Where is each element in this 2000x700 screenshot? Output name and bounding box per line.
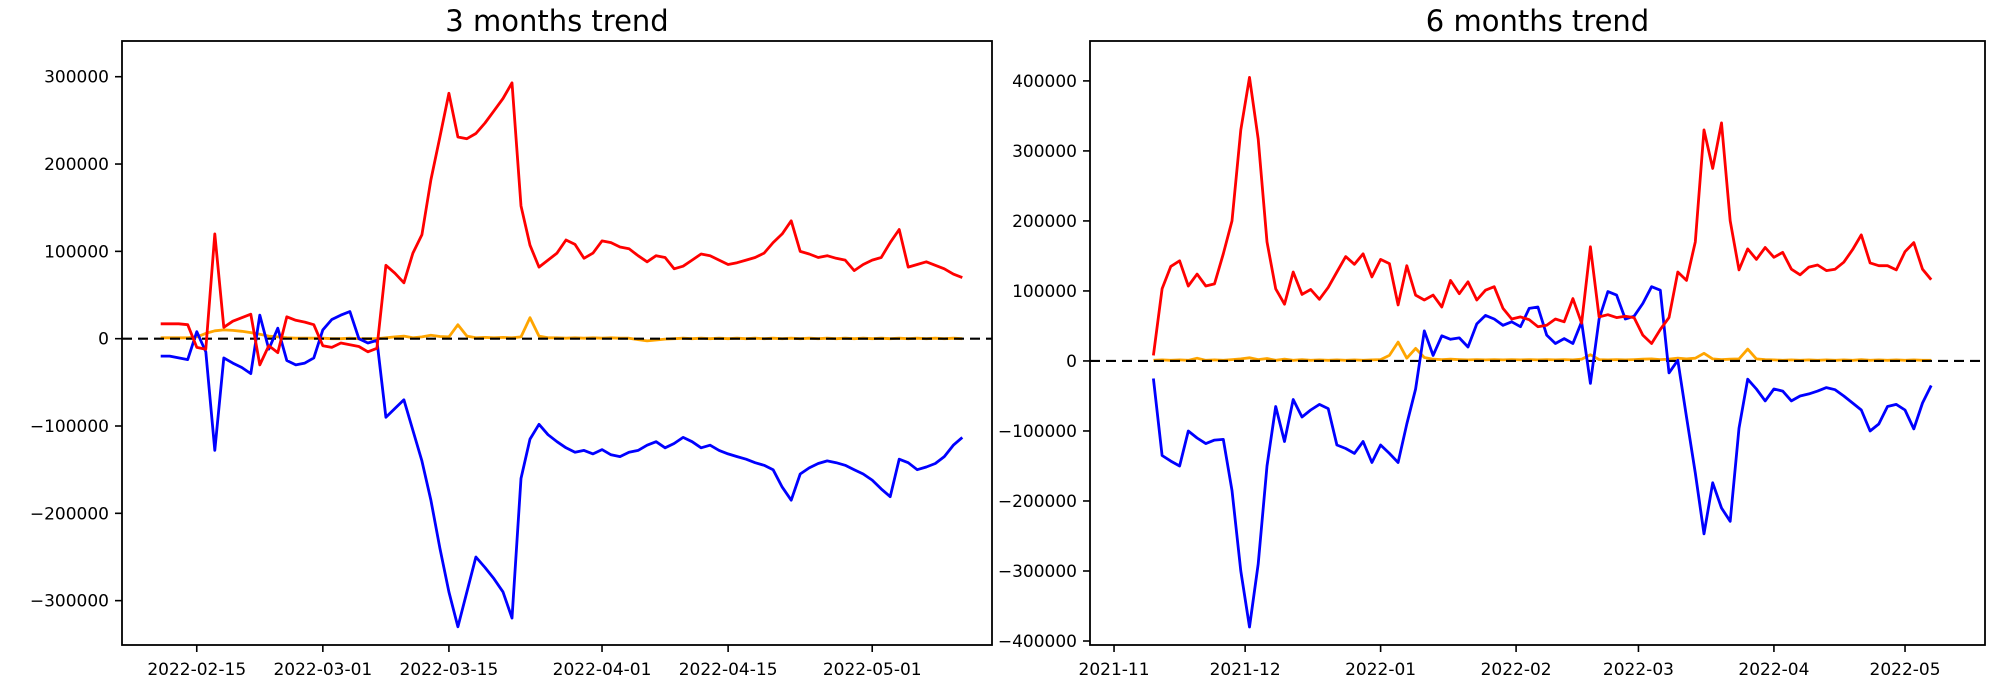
x-tick-label: 2022-03-01	[273, 660, 372, 680]
x-tick-label: 2021-11	[1079, 660, 1150, 680]
plot-border	[121, 40, 993, 646]
chart-title-6-months: 6 months trend	[1425, 4, 1650, 38]
series-line-blue	[1152, 285, 1933, 629]
x-tick-label: 2022-02-15	[147, 660, 246, 680]
x-tick-label: 2022-05	[1870, 660, 1941, 680]
y-tick-label: 300000	[44, 68, 109, 88]
y-tick-label: 0	[98, 330, 109, 350]
plot-border	[1089, 40, 1986, 646]
chart-6-months: 400000 300000 200000 100000 0 −100000 −200000 −…	[998, 40, 1986, 680]
y-tick-label: −100000	[30, 417, 109, 437]
x-tick-label: 2022-04-01	[553, 660, 652, 680]
y-tick-label: 400000	[1012, 72, 1077, 92]
x-tick-label: 2021-12	[1210, 660, 1281, 680]
y-tick-label: −400000	[998, 632, 1077, 652]
x-tick-label: 2022-05-01	[823, 660, 922, 680]
series-line-blue	[160, 310, 964, 629]
x-tick-label: 2022-03	[1603, 660, 1674, 680]
y-tick-label: −100000	[998, 422, 1077, 442]
y-tick-label: 0	[1066, 352, 1077, 372]
x-tick-label: 2022-04-15	[679, 660, 778, 680]
y-tick-label: −200000	[30, 504, 109, 524]
x-tick-label: 2022-03-15	[400, 660, 499, 680]
series-line-red	[160, 81, 963, 367]
x-tick-label: 2022-02	[1481, 660, 1552, 680]
x-tick-label: 2022-04	[1738, 660, 1809, 680]
y-tick-label: −300000	[30, 592, 109, 612]
series-line-orange	[1153, 340, 1932, 362]
y-tick-label: 200000	[44, 155, 109, 175]
y-tick-label: −300000	[998, 562, 1077, 582]
series-line-red	[1152, 76, 1933, 356]
y-tick-label: 200000	[1012, 212, 1077, 232]
y-tick-label: 300000	[1012, 142, 1077, 162]
chart-title-3-months: 3 months trend	[445, 4, 669, 38]
chart-3-months: 300000 200000 100000 0 −100000 −200000 −300000…	[30, 40, 993, 680]
y-tick-label: 100000	[44, 242, 109, 262]
y-tick-label: −200000	[998, 492, 1077, 512]
y-tick-label: 100000	[1012, 282, 1077, 302]
x-tick-label: 2022-01	[1345, 660, 1416, 680]
